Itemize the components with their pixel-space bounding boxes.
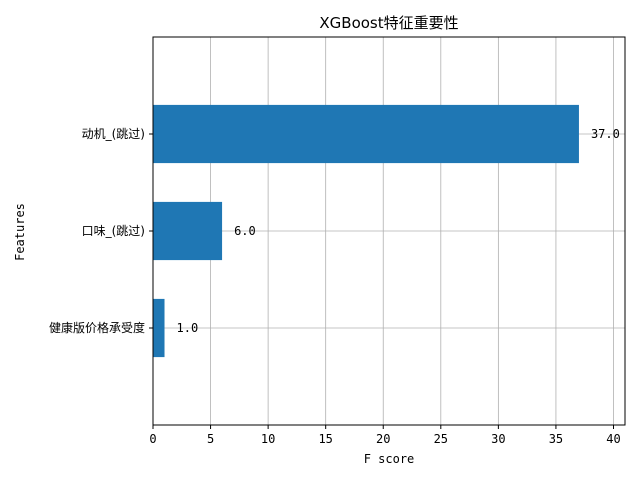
chart-title: XGBoost特征重要性	[319, 14, 458, 32]
x-tick-label: 10	[261, 432, 275, 446]
bar	[153, 298, 165, 358]
bar-value-label: 6.0	[234, 224, 256, 238]
category-label: 口味_(跳过)	[82, 224, 145, 238]
bar	[153, 104, 579, 164]
x-tick-label: 40	[606, 432, 620, 446]
bars	[153, 104, 579, 358]
x-tick-label: 35	[549, 432, 563, 446]
data-labels: 37.0 6.0 1.0	[177, 127, 620, 335]
x-axis-label: F score	[364, 452, 415, 466]
grid	[152, 37, 625, 425]
y-axis-categories: 动机_(跳过) 口味_(跳过) 健康版价格承受度	[49, 127, 145, 335]
bar-value-label: 1.0	[177, 321, 199, 335]
x-tick-label: 0	[149, 432, 156, 446]
x-axis-ticks: 0 5 10 15 20 25 30 35 40	[149, 133, 621, 446]
bar-value-label: 37.0	[591, 127, 620, 141]
x-tick-label: 25	[434, 432, 448, 446]
plot-frame	[152, 36, 626, 426]
x-tick-label: 30	[491, 432, 505, 446]
y-axis-label: Features	[13, 203, 27, 261]
bar	[153, 201, 223, 261]
category-label: 健康版价格承受度	[49, 320, 145, 335]
category-label: 动机_(跳过)	[82, 127, 145, 141]
x-tick-label: 20	[376, 432, 390, 446]
x-tick-label: 5	[207, 432, 214, 446]
x-tick-label: 15	[318, 432, 332, 446]
